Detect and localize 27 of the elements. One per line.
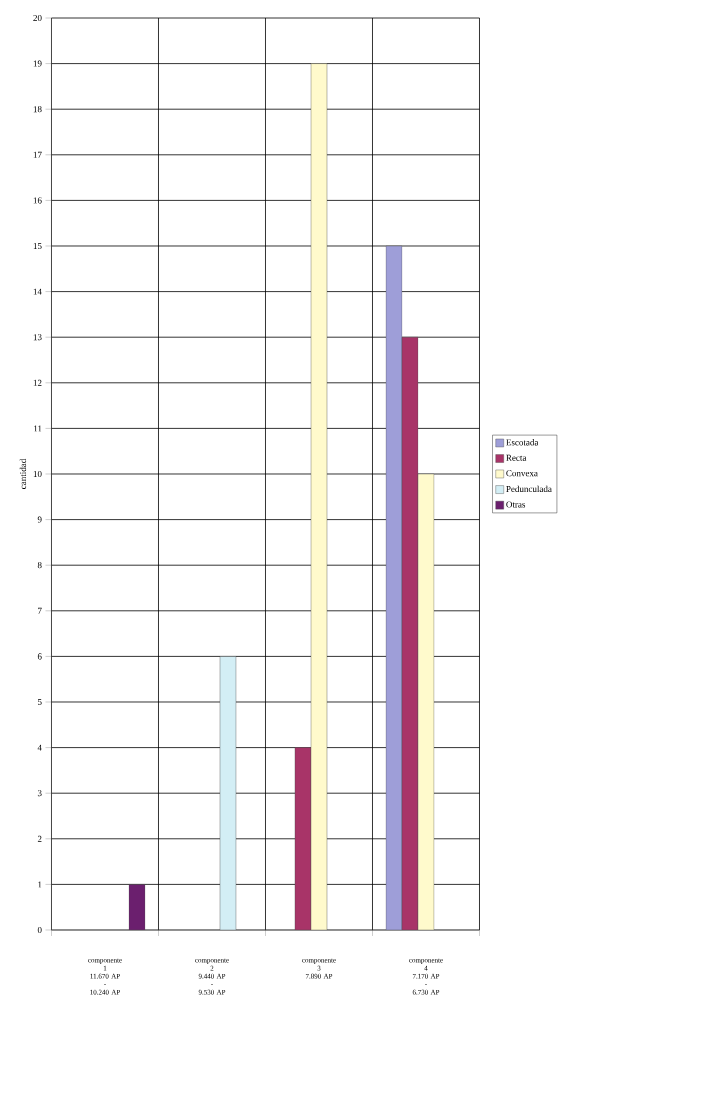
legend-label: Pedunculada [506,485,552,493]
y-tick-label: 15 [33,242,42,250]
y-tick-label: 14 [33,288,42,295]
y-tick-label: 13 [33,334,42,341]
y-tick-label: 11 [34,425,42,432]
y-tick-label: 17 [33,151,42,158]
y-tick-label: 10 [33,470,42,478]
y-tick-label: 0 [37,926,42,934]
legend-label: Recta [506,454,527,461]
y-tick-label: 7 [38,607,42,614]
y-tick-label: 4 [37,744,42,751]
y-tick-label: 9 [37,516,42,523]
legend-label: Convexa [506,470,538,477]
y-tick-label: 8 [37,562,42,569]
y-tick-label: 2 [37,835,42,842]
y-axis-title: cantidad [19,458,27,489]
y-tick-label: 6 [37,653,42,660]
y-tick-label: 3 [37,790,42,797]
y-tick-label: 19 [33,60,42,67]
y-tick-label: 12 [33,379,42,386]
legend-label: Escotada [506,439,539,446]
y-tick-label: 16 [33,197,42,204]
y-tick-label: 18 [33,106,42,113]
y-tick-label: 20 [33,14,42,22]
legend-label: Otras [506,501,526,508]
y-tick-label: 1 [38,881,42,888]
y-tick-label: 5 [37,699,42,705]
